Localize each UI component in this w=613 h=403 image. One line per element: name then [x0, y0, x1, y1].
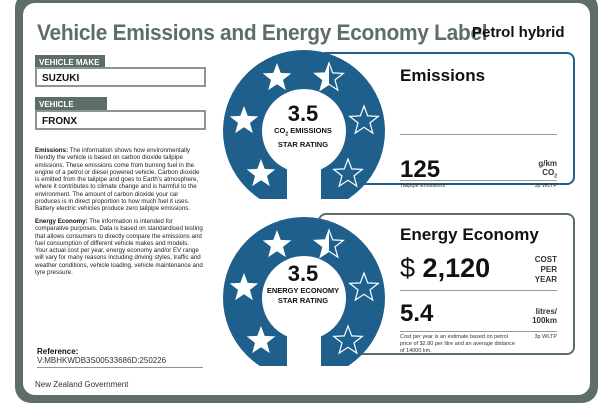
vehicle-model-label: VEHICLE MODEL: [35, 97, 107, 118]
nz-government-logo: New Zealand Government: [35, 380, 129, 389]
emissions-unit: g/km CO2: [538, 159, 557, 182]
economy-description-title: Energy Economy:: [35, 218, 88, 225]
consumption-unit-line: 100km: [532, 316, 557, 325]
consumption-value: 5.4: [400, 300, 434, 327]
cost-value: 2,120: [422, 253, 491, 283]
star-half-icon: [314, 230, 329, 258]
emissions-unit-gkm: g/km: [538, 159, 557, 168]
star-outline-icon: [313, 61, 345, 92]
emissions-rating: 3.5 CO2 EMISSIONS STAR RATING: [253, 102, 353, 150]
emissions-description: Emissions: The information shows how env…: [35, 147, 203, 213]
gauge-leg-end: [321, 186, 335, 199]
star-full-icon: [229, 273, 259, 301]
gauge-center: [262, 256, 346, 340]
emissions-description-title: Emissions:: [35, 147, 69, 154]
emissions-rating-label2: STAR RATING: [277, 139, 329, 149]
emissions-rating-label: CO2 EMISSIONS: [253, 126, 353, 140]
star-empty-icon: [332, 157, 364, 188]
economy-description-text: The information is intended for comparat…: [35, 218, 203, 277]
cost-unit-line: YEAR: [534, 275, 557, 284]
economy-description: Energy Economy: The information is inten…: [35, 218, 203, 276]
divider: [400, 331, 557, 332]
vehicle-make-value: SUZUKI: [35, 67, 206, 87]
emissions-description-text: The information shows how environmentall…: [35, 147, 200, 213]
emissions-unit-sub: 2: [554, 173, 557, 180]
economy-title: Energy Economy: [400, 225, 539, 244]
cost-unit-line: COST: [534, 255, 557, 264]
consumption-unit-line: litres/: [535, 307, 557, 316]
cost-unit: COST PER YEAR: [535, 255, 557, 285]
cost-note: Cost per year is an estimate based on pe…: [400, 334, 515, 354]
emissions-value: 125: [400, 156, 441, 183]
emissions-caption: Tailpipe Emissions: [400, 183, 446, 189]
divider: [400, 134, 557, 135]
emissions-unit-co: CO: [542, 168, 555, 177]
economy-rating-label1: ENERGY ECONOMY: [266, 286, 340, 295]
gauge-leg-end: [321, 353, 335, 366]
emissions-star-gauge: [223, 50, 385, 199]
divider: [400, 180, 557, 181]
economy-rating-label2: STAR RATING: [277, 296, 329, 305]
emissions-title: Emissions: [400, 66, 486, 85]
consumption-unit: litres/100km: [532, 307, 557, 325]
star-full-icon: [262, 230, 292, 258]
currency-symbol: $: [400, 253, 416, 283]
star-full-icon: [246, 326, 276, 354]
reference-value: V:MBHKWDB3S00533686D:250226: [37, 356, 167, 365]
reference: Reference: V:MBHKWDB3S00533686D:250226: [37, 347, 203, 368]
fuel-type: Petrol hybrid: [472, 24, 565, 41]
vehicle-model-value: FRONX: [35, 110, 206, 130]
star-empty-icon: [348, 271, 380, 302]
economy-rating-value: 3.5: [287, 261, 319, 286]
label-co: CO: [274, 126, 286, 135]
label-sub: 2: [285, 131, 289, 138]
economy-standard: 3p WLTP: [534, 334, 557, 340]
star-outline-icon: [313, 228, 345, 259]
cost-unit-line: PER: [540, 265, 557, 274]
label-title: Vehicle Emissions and Energy Economy Lab…: [37, 20, 488, 45]
star-empty-icon: [332, 324, 364, 355]
gauge-leg-end: [273, 353, 287, 366]
star-full-icon: [262, 63, 292, 91]
emissions-rating-value: 3.5: [287, 101, 319, 126]
economy-star-gauge: [223, 217, 385, 366]
emissions-standard: 3p WLTP: [534, 183, 557, 189]
star-full-icon: [246, 159, 276, 187]
gauge-center: [262, 89, 346, 173]
star-empty-icon: [348, 104, 380, 135]
economy-rating: 3.5 ENERGY ECONOMY STAR RATING: [248, 262, 358, 306]
reference-label: Reference:: [37, 347, 79, 356]
gauge-leg-end: [273, 186, 287, 199]
label-rest: EMISSIONS: [288, 126, 332, 135]
vehicle-make-label: VEHICLE MAKE: [35, 55, 105, 69]
star-half-icon: [314, 63, 329, 91]
cost-per-year: $ 2,120: [400, 253, 490, 284]
divider: [400, 290, 557, 291]
star-full-icon: [229, 106, 259, 134]
